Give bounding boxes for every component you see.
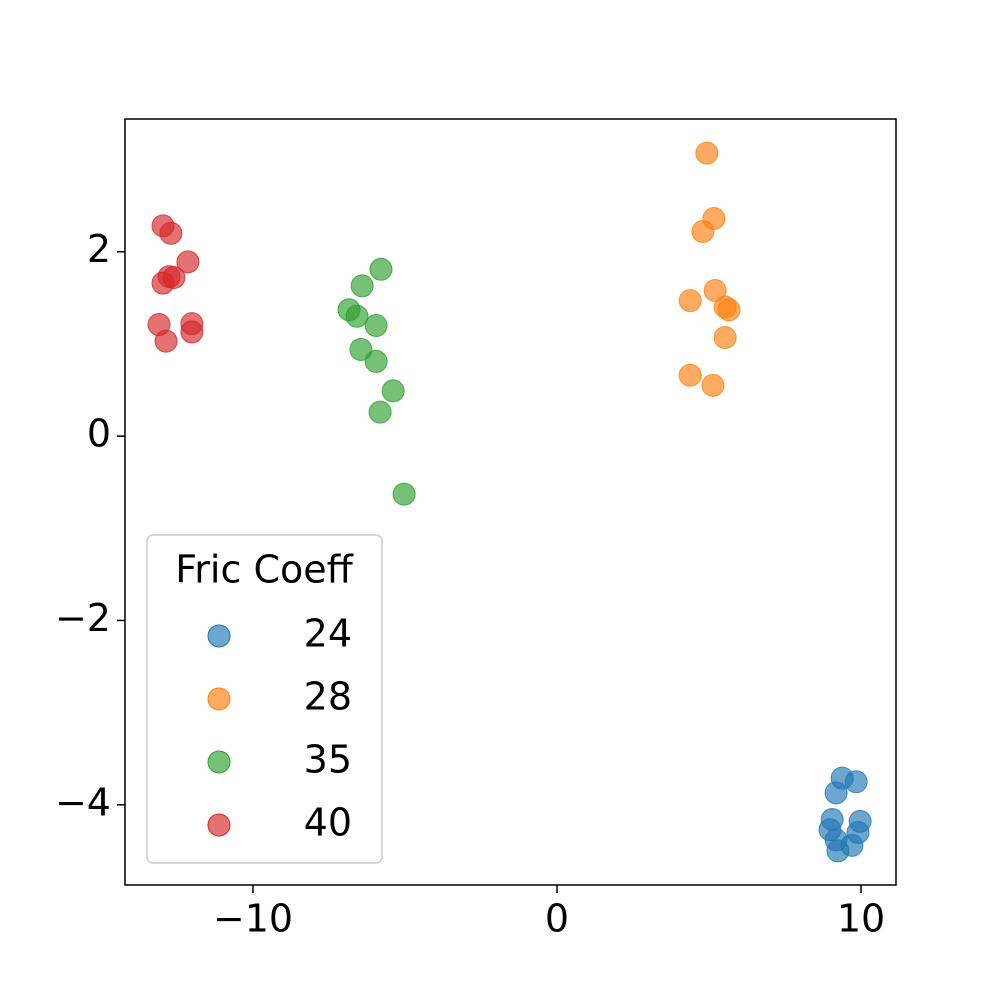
legend-marker xyxy=(207,687,231,711)
legend-label: 35 xyxy=(304,738,352,782)
point xyxy=(701,373,725,397)
legend-marker xyxy=(207,813,231,837)
point xyxy=(154,329,178,353)
legend-title: Fric Coeff xyxy=(175,548,353,592)
point xyxy=(392,482,416,506)
y-tick-label: 2 xyxy=(87,227,111,271)
point xyxy=(691,219,715,243)
x-tick-label: 10 xyxy=(837,897,885,941)
legend: Fric Coeff 24 28 35 40 xyxy=(146,534,383,864)
point xyxy=(151,271,175,295)
point xyxy=(824,781,848,805)
legend-box xyxy=(146,534,383,864)
point xyxy=(176,250,200,274)
legend-marker xyxy=(207,624,231,648)
legend-label: 24 xyxy=(304,612,352,656)
point xyxy=(826,839,850,863)
point xyxy=(364,313,388,337)
point xyxy=(678,363,702,387)
y-tick-label: −2 xyxy=(55,596,111,640)
point xyxy=(364,349,388,373)
point xyxy=(159,221,183,245)
legend-marker xyxy=(207,750,231,774)
point xyxy=(349,337,373,361)
point xyxy=(678,289,702,313)
point xyxy=(368,400,392,424)
point xyxy=(381,379,405,403)
point xyxy=(350,274,374,298)
legend-label: 40 xyxy=(304,801,352,845)
point xyxy=(369,257,393,281)
plot-frame xyxy=(124,118,897,886)
y-tick-label: −4 xyxy=(55,780,111,824)
point xyxy=(713,325,737,349)
point xyxy=(695,141,719,165)
y-tick-label: 0 xyxy=(87,412,111,456)
point xyxy=(180,320,204,344)
x-tick-label: −10 xyxy=(213,897,293,941)
point xyxy=(717,298,741,322)
legend-label: 28 xyxy=(304,675,352,719)
point xyxy=(345,304,369,328)
x-tick-label: 0 xyxy=(545,897,569,941)
point xyxy=(844,770,868,794)
